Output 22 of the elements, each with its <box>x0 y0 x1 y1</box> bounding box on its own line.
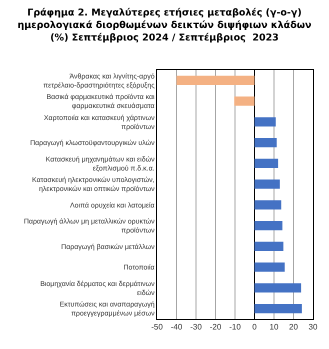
bar <box>254 200 282 210</box>
bar <box>234 96 254 106</box>
x-tick-label: -10 <box>229 322 242 332</box>
bar <box>254 304 302 314</box>
x-tick-label: 30 <box>308 322 318 332</box>
x-tick-label: -40 <box>170 322 183 332</box>
bar <box>176 76 254 86</box>
x-tick-label: -30 <box>190 322 202 332</box>
bar <box>254 138 277 148</box>
x-tick-label: -50 <box>151 322 164 332</box>
x-tick-label: 20 <box>289 322 298 332</box>
bar <box>254 220 282 230</box>
x-tick-label: 0 <box>252 322 258 332</box>
x-tick-label: -20 <box>210 322 222 332</box>
bar <box>254 158 278 168</box>
bar <box>254 262 285 272</box>
x-tick-label: 10 <box>270 322 279 332</box>
bar <box>254 242 284 252</box>
bar <box>254 117 276 127</box>
chart-title: Γράφημα 2. Μεγαλύτερες ετήσιες μεταβολές (γ-ο-γ) ημερολογιακά διορθωμένων δεικτών διψήφιων κλάδων (%) Σεπτέμβριος 2024 / Σεπτέμβριος 2023 <box>18 8 312 44</box>
bar <box>254 283 302 293</box>
bar <box>254 179 280 189</box>
